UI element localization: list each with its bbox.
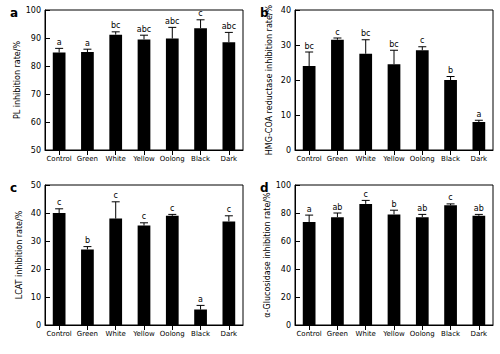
svg-text:White: White	[356, 330, 376, 338]
svg-text:Black: Black	[191, 155, 211, 163]
svg-text:c: c	[198, 9, 202, 18]
svg-text:White: White	[356, 155, 376, 163]
svg-text:c: c	[10, 181, 17, 195]
svg-text:20: 20	[31, 265, 41, 274]
svg-text:Yellow: Yellow	[382, 330, 405, 338]
svg-text:0: 0	[36, 321, 41, 330]
svg-text:Dark: Dark	[221, 330, 239, 338]
svg-text:bc: bc	[389, 40, 398, 49]
svg-text:10: 10	[281, 111, 291, 120]
svg-text:a: a	[476, 110, 481, 119]
svg-text:90: 90	[31, 34, 41, 43]
svg-text:b: b	[260, 6, 269, 20]
svg-text:Green: Green	[327, 330, 348, 338]
svg-text:c: c	[335, 28, 339, 37]
svg-text:50: 50	[31, 146, 41, 155]
svg-text:Control: Control	[296, 155, 321, 163]
svg-text:10: 10	[31, 293, 41, 302]
svg-text:bc: bc	[111, 21, 120, 30]
svg-text:40: 40	[31, 209, 41, 218]
svg-text:Yellow: Yellow	[132, 155, 155, 163]
svg-text:Oolong: Oolong	[160, 330, 185, 338]
svg-text:bc: bc	[361, 29, 370, 38]
svg-text:Dark: Dark	[471, 155, 489, 163]
svg-text:40: 40	[281, 265, 291, 274]
svg-text:abc: abc	[165, 17, 179, 26]
svg-text:c: c	[364, 190, 368, 199]
svg-text:Control: Control	[46, 330, 71, 338]
svg-text:a: a	[198, 295, 203, 304]
svg-text:c: c	[420, 36, 424, 45]
svg-text:c: c	[227, 205, 231, 214]
svg-text:Oolong: Oolong	[410, 155, 435, 163]
svg-text:abc: abc	[137, 25, 151, 34]
svg-text:Yellow: Yellow	[382, 155, 405, 163]
svg-text:80: 80	[281, 209, 291, 218]
svg-text:20: 20	[281, 76, 291, 85]
svg-text:Yellow: Yellow	[132, 330, 155, 338]
svg-text:70: 70	[31, 90, 41, 99]
svg-text:Control: Control	[296, 330, 321, 338]
svg-text:LCAT inhibition rate/%: LCAT inhibition rate/%	[15, 210, 24, 299]
svg-text:Green: Green	[327, 155, 348, 163]
svg-text:b: b	[391, 200, 396, 209]
svg-text:Black: Black	[441, 155, 461, 163]
svg-text:30: 30	[31, 237, 41, 246]
svg-text:a: a	[85, 39, 90, 48]
svg-text:60: 60	[281, 237, 291, 246]
svg-text:c: c	[142, 212, 146, 221]
svg-text:Oolong: Oolong	[410, 330, 435, 338]
svg-text:0: 0	[286, 321, 291, 330]
svg-text:PL inhibition rate/%: PL inhibition rate/%	[13, 41, 22, 120]
svg-text:Dark: Dark	[221, 155, 239, 163]
svg-text:b: b	[448, 66, 453, 75]
svg-text:Black: Black	[441, 330, 461, 338]
svg-text:60: 60	[31, 118, 41, 127]
svg-text:50: 50	[31, 181, 41, 190]
svg-text:100: 100	[26, 6, 41, 15]
svg-text:c: c	[57, 198, 61, 207]
svg-text:c: c	[114, 191, 118, 200]
svg-text:bc: bc	[304, 42, 313, 51]
svg-text:α-Glucosidase inhibition rate/: α-Glucosidase inhibition rate/%	[263, 192, 272, 318]
svg-text:Dark: Dark	[471, 330, 489, 338]
svg-text:a: a	[307, 205, 312, 214]
svg-text:Green: Green	[77, 330, 98, 338]
svg-text:Black: Black	[191, 330, 211, 338]
svg-text:ab: ab	[332, 203, 342, 212]
svg-text:HMG-COA reductase inhibition r: HMG-COA reductase inhibition rate/%	[265, 4, 274, 155]
svg-text:a: a	[10, 6, 18, 20]
svg-text:Control: Control	[46, 155, 71, 163]
svg-text:abc: abc	[222, 22, 236, 31]
svg-text:100: 100	[276, 181, 291, 190]
svg-text:c: c	[170, 204, 174, 213]
svg-text:White: White	[106, 330, 126, 338]
svg-text:ab: ab	[474, 204, 484, 213]
svg-text:0: 0	[286, 146, 291, 155]
svg-text:40: 40	[281, 6, 291, 15]
svg-text:d: d	[260, 181, 269, 195]
svg-text:b: b	[85, 236, 90, 245]
svg-text:80: 80	[31, 62, 41, 71]
svg-text:White: White	[106, 155, 126, 163]
svg-text:ab: ab	[417, 204, 427, 213]
svg-text:a: a	[57, 38, 62, 47]
svg-text:Green: Green	[77, 155, 98, 163]
svg-text:30: 30	[281, 41, 291, 50]
svg-text:20: 20	[281, 293, 291, 302]
svg-text:c: c	[448, 193, 452, 202]
svg-text:Oolong: Oolong	[160, 155, 185, 163]
